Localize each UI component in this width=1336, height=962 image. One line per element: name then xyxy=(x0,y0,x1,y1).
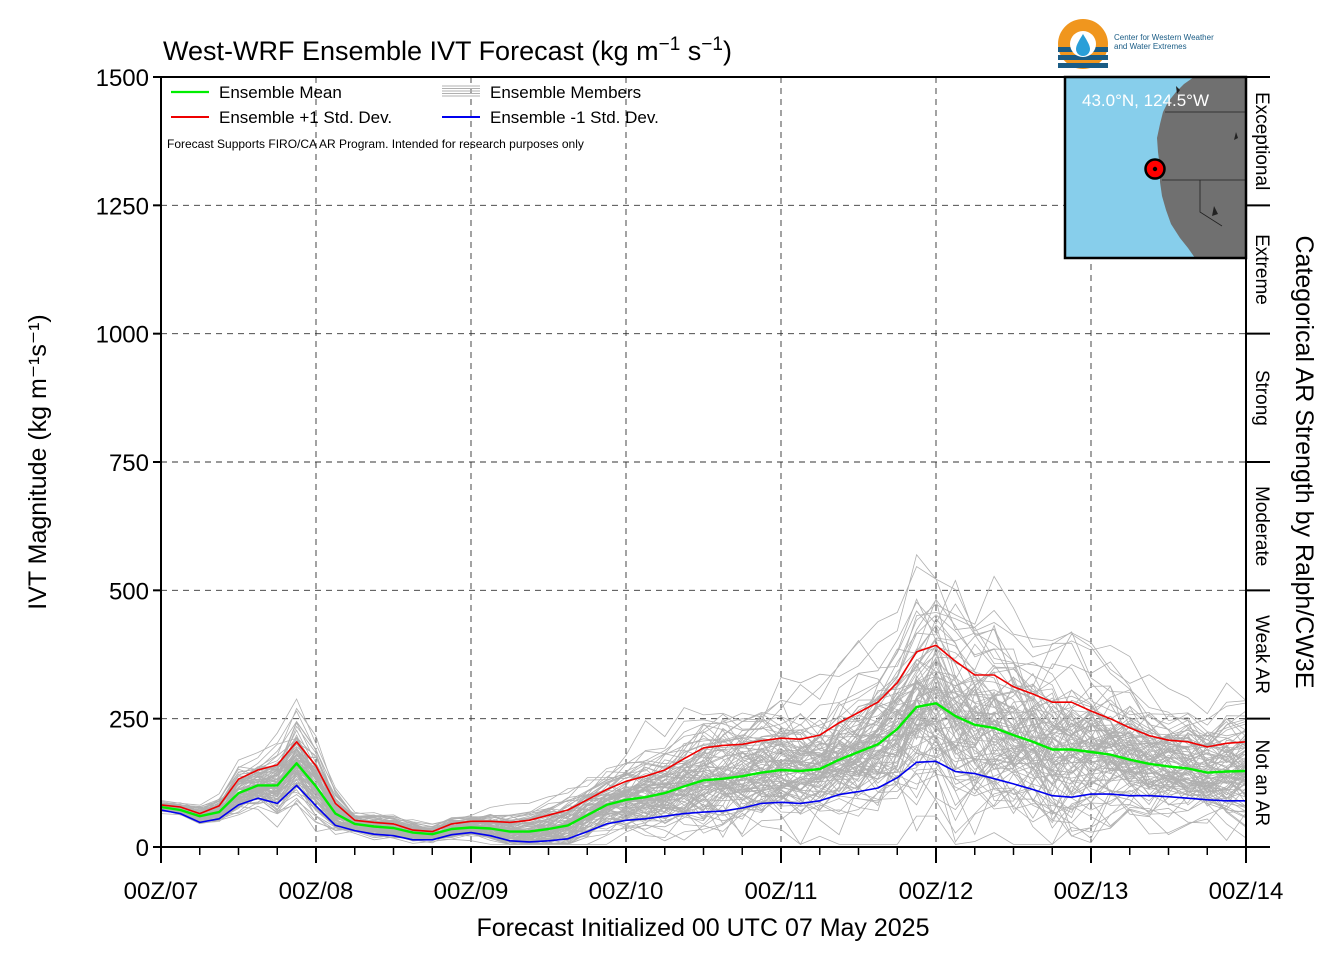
category-label: Not an AR xyxy=(1251,740,1272,827)
ensemble-plus-std-line xyxy=(160,644,1247,833)
legend: Ensemble Mean Ensemble +1 Std. Dev. Ense… xyxy=(167,83,659,151)
x-tick-label: 00Z/13 xyxy=(1054,878,1129,905)
ensemble-member-line xyxy=(160,682,1247,837)
ensemble-member-line xyxy=(160,598,1247,831)
y-tick-label: 500 xyxy=(109,578,149,605)
legend-label-plus-std: Ensemble +1 Std. Dev. xyxy=(219,108,392,127)
ensemble-member-line xyxy=(160,688,1247,845)
ensemble-member-line xyxy=(160,611,1247,832)
ensemble-minus-std-line xyxy=(160,760,1246,843)
title-superscript: −1 xyxy=(701,34,723,55)
ensemble-member-line xyxy=(160,614,1247,831)
disclaimer-note: Forecast Supports FIRO/CA AR Program. In… xyxy=(167,137,584,151)
ensemble-member-line xyxy=(160,765,1247,844)
map-land xyxy=(1157,77,1246,258)
y-axis: 0 250 500 750 1000 1250 1500 xyxy=(96,65,161,862)
logo-wave-band xyxy=(1058,63,1108,68)
ensemble-member-line xyxy=(160,701,1247,842)
x-tick-label: 00Z/08 xyxy=(279,878,354,905)
ensemble-member-line xyxy=(160,680,1247,838)
category-label: Weak AR xyxy=(1251,615,1272,694)
cw3e-logo: Center for Western Weather and Water Ext… xyxy=(1058,19,1214,69)
category-label: Moderate xyxy=(1251,486,1272,566)
title-text: s xyxy=(680,36,701,66)
ensemble-member-line xyxy=(160,617,1247,829)
map-lake xyxy=(1176,86,1180,94)
x-tick-label: 00Z/09 xyxy=(434,878,509,905)
ensemble-member-line xyxy=(160,676,1247,842)
y-axis-label: IVT Magnitude (kg m⁻¹s⁻¹) xyxy=(24,314,52,609)
y-tick-label: 1000 xyxy=(96,322,149,349)
ensemble-member-line xyxy=(160,575,1247,825)
category-axis-label: Categorical AR Strength by Ralph/CW3E xyxy=(1290,236,1318,689)
ensemble-series xyxy=(160,644,1247,843)
water-drop-icon xyxy=(1076,34,1090,56)
ensemble-member-line xyxy=(160,671,1247,836)
map-lake xyxy=(1212,206,1218,216)
y-tick-label: 750 xyxy=(109,450,149,477)
ensemble-member-line xyxy=(160,598,1247,831)
x-tick-label: 00Z/12 xyxy=(899,878,974,905)
x-axis-label: Forecast Initialized 00 UTC 07 May 2025 xyxy=(477,914,930,942)
legend-swatch-members xyxy=(442,85,480,97)
title-text: West-WRF Ensemble IVT Forecast (kg m xyxy=(163,36,659,66)
legend-label-mean: Ensemble Mean xyxy=(219,83,342,102)
ensemble-member-line xyxy=(160,707,1247,836)
legend-label-minus-std: Ensemble -1 Std. Dev. xyxy=(490,108,659,127)
ensemble-member-line xyxy=(160,756,1247,845)
map-coordinates-label: 43.0°N, 124.5°W xyxy=(1082,91,1209,110)
inset-location-map: 43.0°N, 124.5°W xyxy=(1063,75,1248,260)
ensemble-member-line xyxy=(160,706,1247,837)
ensemble-member-line xyxy=(160,695,1247,845)
title-superscript: −1 xyxy=(659,34,681,55)
x-tick-label: 00Z/10 xyxy=(589,878,664,905)
map-state-borders xyxy=(1162,111,1246,227)
logo-wave-band xyxy=(1058,55,1108,60)
x-tick-label: 00Z/07 xyxy=(124,878,199,905)
ensemble-mean-line xyxy=(160,702,1247,836)
logo-text-line1: Center for Western Weather xyxy=(1114,33,1214,42)
legend-label-members: Ensemble Members xyxy=(490,83,641,102)
ensemble-member-line xyxy=(160,553,1247,825)
category-label: Strong xyxy=(1251,370,1272,426)
ensemble-member-line xyxy=(160,624,1247,828)
ensemble-member-line xyxy=(160,707,1247,841)
logo-text-line2: and Water Extremes xyxy=(1114,42,1187,51)
ensemble-member-line xyxy=(160,566,1247,828)
category-label: Extreme xyxy=(1251,234,1272,305)
x-tick-label: 00Z/11 xyxy=(745,878,818,905)
x-tick-label: 00Z/14 xyxy=(1209,878,1284,905)
chart-title: West-WRF Ensemble IVT Forecast (kg m−1 s… xyxy=(163,34,732,67)
x-axis: 00Z/07 00Z/08 00Z/09 00Z/10 00Z/11 00Z/12 00Z/… xyxy=(124,847,1284,905)
y-tick-label: 0 xyxy=(136,835,149,862)
ensemble-members xyxy=(160,553,1247,846)
category-label: Exceptional xyxy=(1251,92,1272,190)
map-lake xyxy=(1234,132,1238,140)
y-tick-label: 1500 xyxy=(96,65,149,92)
title-text: ) xyxy=(723,36,732,66)
category-axis: Not an AR Weak AR Moderate Strong Extreme Exc… xyxy=(1246,76,1272,848)
ensemble-member-line xyxy=(160,651,1247,840)
y-tick-label: 250 xyxy=(109,707,149,734)
y-tick-label: 1250 xyxy=(96,193,149,220)
location-marker-dot xyxy=(1152,166,1158,172)
